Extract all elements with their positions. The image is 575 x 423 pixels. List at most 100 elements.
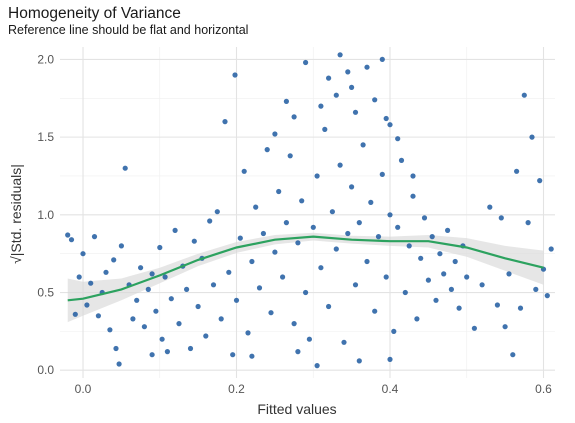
data-point <box>352 282 359 288</box>
data-point <box>134 297 140 303</box>
data-point <box>291 114 297 120</box>
data-point <box>260 230 266 237</box>
data-point <box>141 324 147 330</box>
data-point <box>153 308 159 314</box>
data-point <box>168 296 174 302</box>
data-point <box>414 316 420 322</box>
data-point <box>529 134 535 140</box>
data-point <box>406 243 412 249</box>
y-tick-label: 1.5 <box>37 130 54 144</box>
y-tick-label: 2.0 <box>37 52 54 66</box>
data-point <box>345 230 351 237</box>
data-point <box>232 72 238 78</box>
data-point <box>525 220 531 226</box>
data-point <box>118 243 124 249</box>
data-point <box>402 289 408 296</box>
chart-subtitle: Reference line should be flat and horizo… <box>8 23 249 37</box>
data-point <box>464 274 470 280</box>
x-tick-labels: 0.0 0.2 0.4 0.6 <box>75 382 552 396</box>
data-point <box>456 305 462 311</box>
data-point <box>345 69 351 75</box>
data-point <box>249 258 255 265</box>
data-point <box>295 240 301 246</box>
data-point <box>233 297 240 303</box>
data-point <box>226 269 232 275</box>
data-point <box>391 328 397 334</box>
data-point <box>337 52 343 58</box>
data-point <box>398 157 405 163</box>
data-point <box>341 339 347 345</box>
data-point <box>326 75 332 81</box>
data-point <box>111 257 117 263</box>
data-point <box>283 98 289 104</box>
data-point <box>272 131 278 137</box>
data-point <box>314 173 320 179</box>
data-point <box>410 173 416 179</box>
data-point <box>360 142 366 148</box>
data-point <box>364 64 370 70</box>
data-point <box>303 289 309 296</box>
data-point <box>337 162 343 168</box>
data-point <box>116 361 122 367</box>
data-point <box>368 199 374 205</box>
data-point <box>299 198 305 204</box>
data-point <box>130 316 136 322</box>
data-point <box>184 286 190 292</box>
data-point <box>65 232 71 238</box>
data-point <box>84 302 90 308</box>
x-tick-label: 0.4 <box>382 382 399 396</box>
data-point <box>514 168 520 174</box>
data-point <box>372 308 378 314</box>
data-point <box>306 336 312 342</box>
data-point <box>548 246 554 252</box>
data-point <box>448 286 454 292</box>
data-point <box>318 265 324 271</box>
data-point <box>387 122 393 128</box>
data-point <box>280 274 286 280</box>
data-point <box>222 119 228 125</box>
data-point <box>383 115 389 122</box>
data-point <box>521 92 527 98</box>
data-point <box>287 153 293 159</box>
data-point <box>162 274 168 280</box>
data-point <box>487 204 493 210</box>
data-point <box>506 271 512 277</box>
data-point <box>91 234 98 240</box>
data-point <box>537 178 543 184</box>
data-point <box>214 209 220 215</box>
data-point <box>383 274 389 280</box>
data-point <box>437 251 443 257</box>
data-point <box>333 92 339 98</box>
data-point <box>207 218 213 224</box>
data-point <box>241 168 247 174</box>
data-point <box>471 325 477 331</box>
data-point <box>349 184 355 190</box>
data-point <box>122 165 128 171</box>
data-point <box>264 147 270 153</box>
data-point <box>352 109 359 115</box>
data-point <box>291 321 297 327</box>
data-point <box>441 271 447 277</box>
data-point <box>379 56 385 63</box>
smooth-line <box>67 235 544 302</box>
data-point <box>295 349 301 355</box>
data-point <box>230 352 236 358</box>
data-point <box>187 345 194 352</box>
data-point <box>68 237 75 243</box>
data-point <box>268 310 274 316</box>
data-point <box>113 345 119 352</box>
data-point <box>418 255 424 261</box>
data-point <box>333 246 339 252</box>
data-point <box>253 204 259 210</box>
data-point <box>372 97 378 103</box>
data-point <box>429 234 435 240</box>
y-tick-labels: 0.0 0.5 1.0 1.5 2.0 <box>37 52 54 377</box>
data-point <box>245 330 251 336</box>
data-point <box>138 265 144 271</box>
data-point <box>256 285 263 291</box>
y-tick-label: 1.0 <box>37 208 54 222</box>
data-point <box>421 215 428 221</box>
minor-gridlines <box>60 47 555 378</box>
data-points <box>65 52 554 369</box>
